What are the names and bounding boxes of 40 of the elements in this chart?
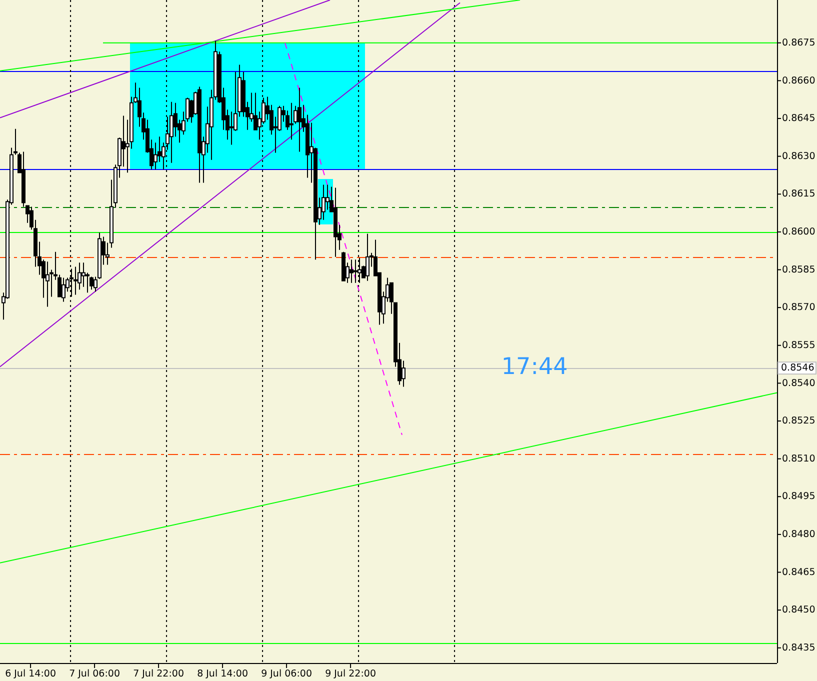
annotation: 17:44	[501, 354, 568, 380]
y-tick-label: 0.8570	[782, 302, 816, 314]
candlestick	[290, 102, 294, 140]
candlestick	[402, 360, 406, 388]
candlestick	[78, 262, 82, 290]
y-tick-label: 0.8630	[782, 150, 816, 162]
x-tick-label: 8 Jul 14:00	[197, 668, 248, 680]
y-tick-label: 0.8675	[782, 37, 816, 48]
y-tick-label: 0.8615	[782, 188, 816, 200]
candlestick	[350, 259, 354, 284]
y-tick-label: 0.8495	[782, 491, 816, 502]
candlestick	[354, 259, 358, 284]
candlestick	[46, 261, 50, 308]
x-tick-label: 7 Jul 06:00	[69, 668, 120, 680]
x-tick-label: 6 Jul 14:00	[5, 668, 56, 680]
y-tick-label: 0.8660	[782, 75, 816, 86]
candlestick	[74, 266, 78, 296]
y-tick-label: 0.8540	[782, 378, 816, 389]
candlestick	[170, 101, 174, 164]
candlestick	[230, 111, 234, 146]
y-tick-label: 0.8555	[782, 340, 816, 351]
ref-line-label: 0.8546	[781, 362, 814, 374]
candlestick	[86, 272, 90, 294]
x-tick-label: 9 Jul 06:00	[261, 668, 312, 680]
y-tick-label: 0.8465	[782, 566, 816, 578]
y-tick-label: 0.8585	[782, 264, 816, 276]
candlestick	[326, 184, 330, 210]
candlestick	[62, 277, 66, 302]
y-tick-label: 0.8480	[782, 529, 816, 540]
candlestick	[366, 233, 370, 282]
x-tick-label: 9 Jul 22:00	[325, 668, 376, 680]
candlestick	[298, 87, 302, 152]
y-tick-label: 0.8450	[782, 604, 816, 616]
y-tick-label: 0.8645	[782, 113, 816, 124]
x-tick-label: 7 Jul 22:00	[133, 668, 184, 680]
y-tick-label: 0.8510	[782, 453, 816, 464]
y-tick-label: 0.8600	[782, 226, 816, 238]
candlestick	[90, 276, 94, 290]
y-tick-label: 0.8525	[782, 416, 816, 427]
y-tick-label: 0.8435	[782, 642, 816, 654]
